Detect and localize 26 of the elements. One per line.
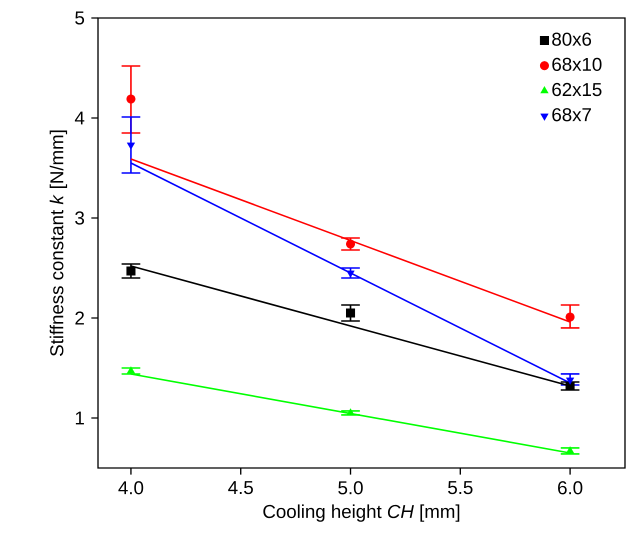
y-tick-label: 2 xyxy=(75,311,84,325)
x-tick-label: 5.5 xyxy=(448,481,472,494)
x-axis-title: Cooling height CH [mm] xyxy=(263,504,460,522)
point xyxy=(566,381,575,391)
point xyxy=(566,446,574,454)
x-tick-label: 6.0 xyxy=(558,481,582,494)
x-tick-label: 4.0 xyxy=(118,481,144,494)
y-axis-title: Stiffness constant k [N/mm] xyxy=(50,130,68,356)
x-tick-label: 4.5 xyxy=(228,481,253,494)
y-tick-label: 5 xyxy=(75,11,84,25)
legend-label: 68x10 xyxy=(552,58,602,71)
point xyxy=(346,408,354,416)
x-tick-label: 5.0 xyxy=(338,481,363,494)
y-tick-label: 1 xyxy=(76,412,84,424)
point xyxy=(346,308,356,318)
point xyxy=(346,270,354,278)
point xyxy=(126,366,135,374)
point xyxy=(126,94,136,104)
point xyxy=(126,142,135,150)
point xyxy=(346,239,356,249)
y-tick-label: 4 xyxy=(74,112,84,124)
y-tick-label: 3 xyxy=(75,211,84,225)
legend-label: 68x7 xyxy=(552,108,591,122)
legend-label: 80x6 xyxy=(552,32,592,46)
legend-label: 62x15 xyxy=(552,82,602,96)
point xyxy=(566,312,575,322)
